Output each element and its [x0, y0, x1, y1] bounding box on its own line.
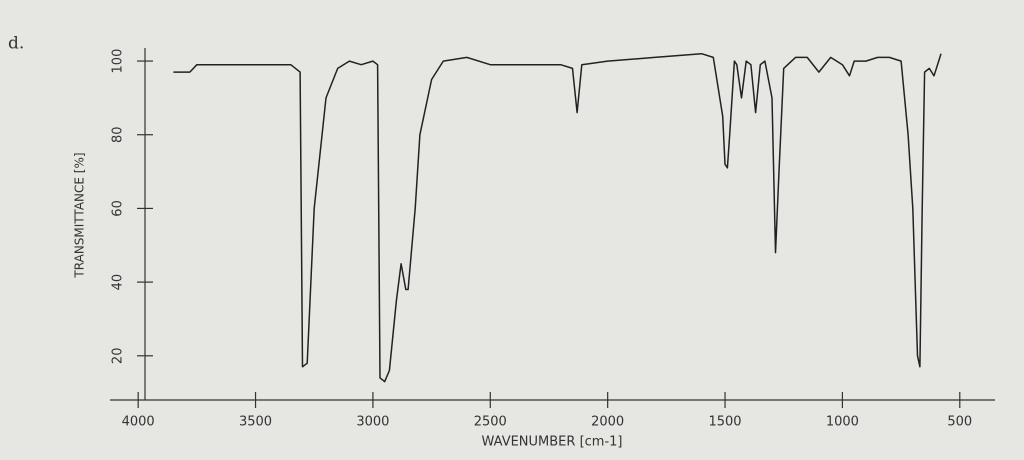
x-tick-label: 1500	[708, 415, 741, 430]
spectrum-line	[173, 52, 942, 383]
x-tick-label: 2000	[591, 415, 624, 430]
y-axis-label: TRANSMITTANCE [%]	[73, 152, 87, 278]
x-tick-label: 500	[947, 415, 972, 430]
y-tick-label: 80	[111, 126, 126, 143]
panel-label: d.	[8, 34, 24, 54]
x-tick-label: 4000	[122, 415, 155, 430]
y-tick-label: 40	[111, 274, 126, 291]
x-axis-label: WAVENUMBER [cm-1]	[482, 435, 623, 450]
x-tick-label: 1000	[826, 415, 859, 430]
y-tick-label: 100	[111, 49, 126, 74]
y-tick-label: 20	[111, 348, 126, 365]
x-tick-label: 2500	[474, 415, 507, 430]
x-tick-label: 3000	[356, 415, 389, 430]
y-tick-label: 60	[111, 200, 126, 217]
x-tick-label: 3500	[239, 415, 272, 430]
